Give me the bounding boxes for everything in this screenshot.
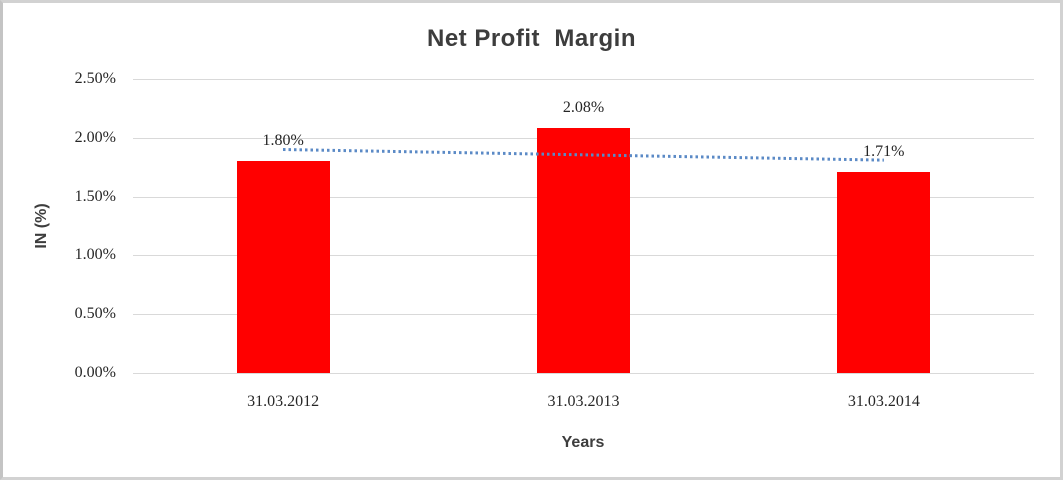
x-tick-label: 31.03.2014 xyxy=(847,393,920,410)
y-tick-label: 1.00% xyxy=(74,246,116,264)
y-axis-title: IN (%) xyxy=(33,203,50,249)
plot-area: 0.00% 0.50% 1.00% 1.50% 2.00% 2.50% 1.80% 31.03… xyxy=(75,70,1034,410)
y-tick-label: 0.50% xyxy=(74,305,116,323)
chart-title: Net Profit Margin xyxy=(426,25,636,52)
gridline xyxy=(133,79,1034,80)
gridline xyxy=(133,373,1034,374)
bar-value-label: 1.80% xyxy=(262,132,304,150)
y-tick-label: 2.00% xyxy=(74,128,116,146)
x-tick-label: 31.03.2012 xyxy=(247,393,320,410)
x-axis-title: Years xyxy=(561,434,605,451)
bar-value-label: 2.08% xyxy=(562,99,605,117)
x-tick-label: 31.03.2013 xyxy=(547,393,620,410)
bar xyxy=(537,128,630,373)
bar-value-label: 1.71% xyxy=(863,142,905,160)
bar xyxy=(236,161,330,373)
bar xyxy=(837,171,931,373)
y-tick-label: 1.50% xyxy=(74,187,116,205)
y-tick-label: 0.00% xyxy=(74,364,116,381)
y-tick-label: 2.50% xyxy=(74,70,116,87)
